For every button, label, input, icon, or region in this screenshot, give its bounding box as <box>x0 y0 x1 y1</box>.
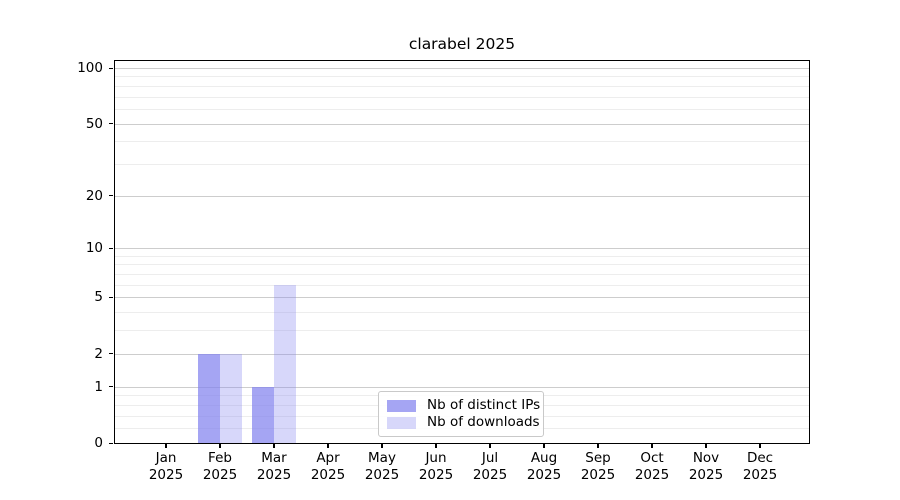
legend-item: Nb of distinct IPs <box>387 397 540 414</box>
x-tick-mark <box>543 444 545 448</box>
gridline-minor <box>115 141 809 143</box>
x-tick-month: Jul <box>481 450 499 466</box>
x-tick-label-mar: Mar 2025 <box>244 450 304 484</box>
x-tick-mark <box>759 444 761 448</box>
y-tick-label: 0 <box>94 435 103 451</box>
y-tick-label: 20 <box>85 187 103 204</box>
bars-layer <box>115 61 809 443</box>
x-tick-label-feb: Feb 2025 <box>190 450 250 484</box>
x-tick-mark <box>219 444 221 448</box>
x-tick-month: Oct <box>640 450 664 466</box>
gridline-minor <box>115 312 809 314</box>
x-tick-year: 2025 <box>256 467 292 483</box>
y-tick-label: 5 <box>94 289 103 306</box>
x-tick-label-nov: Nov 2025 <box>676 450 736 484</box>
x-tick-mark <box>327 444 329 448</box>
legend-swatch-nb-of-downloads <box>387 416 416 429</box>
x-tick-label-oct: Oct 2025 <box>622 450 682 484</box>
bar-nb-of-downloads-mar <box>274 284 296 443</box>
y-tick-mark <box>109 195 113 197</box>
gridline-minor <box>115 284 809 286</box>
x-tick-year: 2025 <box>364 467 400 483</box>
gridline-major <box>115 386 809 388</box>
y-tick-mark <box>109 123 113 125</box>
x-tick-mark <box>165 444 167 448</box>
gridline-major <box>115 195 809 197</box>
gridline-minor <box>115 255 809 257</box>
x-tick-mark <box>651 444 653 448</box>
gridline-minor <box>115 108 809 110</box>
x-tick-label-jul: Jul 2025 <box>460 450 520 484</box>
gridline-minor <box>115 163 809 165</box>
x-tick-mark <box>597 444 599 448</box>
y-tick-label: 2 <box>94 345 103 362</box>
chart-title: clarabel 2025 <box>408 35 516 53</box>
plot-area: Nb of distinct IPs Nb of downloads <box>114 60 810 444</box>
y-tick-mark <box>109 296 113 299</box>
x-tick-mark <box>381 444 383 448</box>
x-tick-year: 2025 <box>148 467 184 483</box>
y-tick-label: 1 <box>94 378 103 395</box>
x-tick-mark <box>435 444 437 448</box>
gridline-minor <box>115 330 809 332</box>
legend: Nb of distinct IPs Nb of downloads <box>378 391 544 437</box>
x-tick-month: Mar <box>261 450 287 466</box>
y-tick-label: 50 <box>85 115 103 132</box>
x-tick-year: 2025 <box>580 467 616 483</box>
y-tick-label: 10 <box>85 240 103 257</box>
legend-label: Nb of distinct IPs <box>427 397 541 413</box>
x-tick-month: Feb <box>208 450 232 466</box>
x-tick-month: Nov <box>692 450 720 466</box>
x-tick-month: Dec <box>746 450 774 466</box>
x-tick-year: 2025 <box>418 467 454 483</box>
gridline-minor <box>115 274 809 276</box>
x-tick-month: Jan <box>155 450 177 466</box>
x-tick-year: 2025 <box>742 467 778 483</box>
x-tick-label-apr: Apr 2025 <box>298 450 358 484</box>
x-tick-mark <box>273 444 275 448</box>
y-tick-mark <box>109 353 113 355</box>
x-tick-year: 2025 <box>472 467 508 483</box>
gridline-major <box>115 123 809 125</box>
y-tick-mark <box>109 386 113 388</box>
legend-label: Nb of downloads <box>427 414 540 430</box>
gridline-minor <box>115 96 809 98</box>
x-tick-month: Jun <box>425 450 447 466</box>
x-tick-label-aug: Aug 2025 <box>514 450 574 484</box>
x-tick-label-jun: Jun 2025 <box>406 450 466 484</box>
gridline-major <box>115 297 809 299</box>
gridline-minor <box>115 76 809 78</box>
x-tick-mark <box>705 444 707 448</box>
gridline-minor <box>115 264 809 266</box>
y-tick-label: 100 <box>77 60 103 77</box>
legend-item: Nb of downloads <box>387 414 540 431</box>
x-tick-year: 2025 <box>688 467 724 483</box>
gridline-major <box>115 353 809 355</box>
x-tick-label-jan: Jan 2025 <box>136 450 196 484</box>
gridline-minor <box>115 85 809 87</box>
x-tick-month: Aug <box>530 450 558 466</box>
x-tick-label-sep: Sep 2025 <box>568 450 628 484</box>
x-tick-month: May <box>368 450 396 466</box>
y-tick-mark <box>109 442 113 444</box>
x-tick-label-may: May 2025 <box>352 450 412 484</box>
gridline-major <box>115 248 809 250</box>
x-tick-year: 2025 <box>310 467 346 483</box>
x-tick-year: 2025 <box>634 467 670 483</box>
bar-nb-of-downloads-feb <box>220 353 242 443</box>
x-tick-label-dec: Dec 2025 <box>730 450 790 484</box>
x-tick-year: 2025 <box>526 467 562 483</box>
x-tick-year: 2025 <box>202 467 238 483</box>
x-tick-month: Sep <box>585 450 611 466</box>
legend-swatch-nb-of-distinct-ips <box>387 399 416 412</box>
x-tick-month: Apr <box>316 450 340 466</box>
y-tick-mark <box>109 247 113 249</box>
y-tick-mark <box>109 67 113 69</box>
gridline-major <box>115 68 809 70</box>
bar-nb-of-distinct-ips-feb <box>198 353 220 443</box>
bar-nb-of-distinct-ips-mar <box>252 386 274 443</box>
x-tick-mark <box>489 444 491 448</box>
